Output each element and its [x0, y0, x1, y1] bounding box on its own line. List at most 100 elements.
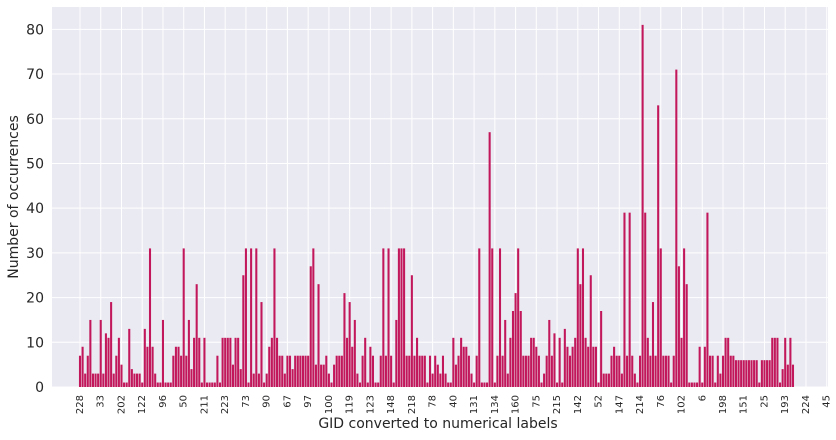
bar: [322, 364, 325, 387]
bar: [366, 382, 369, 387]
bar: [605, 373, 608, 387]
bar: [346, 337, 349, 387]
bar: [112, 373, 115, 387]
x-tick-label: 90: [262, 395, 273, 408]
bar: [755, 360, 758, 387]
bar: [475, 355, 478, 387]
bar: [146, 346, 149, 387]
bar: [133, 373, 136, 387]
bar: [397, 248, 400, 387]
bar: [602, 373, 605, 387]
bar: [441, 355, 445, 387]
bar: [348, 302, 351, 387]
bar: [498, 248, 502, 387]
bar: [644, 212, 647, 387]
bar: [371, 355, 375, 387]
bar: [312, 248, 315, 387]
bar: [384, 355, 387, 387]
bar: [672, 355, 675, 387]
y-tick-labels: 0 10 20 30 40 50 60 70 80: [26, 22, 44, 396]
x-tick-label: 73: [241, 395, 252, 408]
bar: [737, 360, 740, 387]
bar: [410, 275, 413, 387]
bar: [776, 337, 779, 387]
bar: [239, 369, 242, 387]
bar: [156, 382, 159, 387]
x-axis-label: GID converted to numerical labels: [318, 416, 557, 432]
x-tick-labels: 228 33 202 122 96 50 211 223 73 90 67 97 100 119 123 14…: [75, 395, 833, 414]
x-tick-label: 122: [137, 395, 148, 414]
bar: [517, 248, 520, 387]
bar: [633, 373, 636, 387]
bar: [395, 319, 398, 387]
bar: [421, 355, 424, 387]
bar: [563, 328, 566, 387]
bar: [719, 373, 722, 387]
bar: [221, 337, 224, 387]
bar: [203, 337, 206, 387]
bar: [561, 382, 564, 387]
bar: [607, 373, 610, 387]
bar: [102, 373, 105, 387]
bar: [416, 337, 419, 387]
bar: [716, 355, 719, 387]
bar: [193, 337, 196, 387]
bar: [693, 382, 696, 387]
bar: [454, 364, 457, 387]
bar: [428, 355, 432, 387]
bar: [387, 248, 390, 387]
bar: [641, 24, 644, 387]
bar: [154, 373, 157, 387]
bar: [721, 355, 725, 387]
bar: [524, 355, 527, 387]
bar: [358, 382, 362, 387]
bar: [390, 355, 393, 387]
x-tick-label: 147: [614, 395, 625, 414]
bar: [195, 284, 198, 387]
bar: [545, 355, 548, 387]
bar: [180, 355, 183, 387]
bar: [198, 337, 201, 387]
bar: [587, 346, 590, 387]
x-tick-label: 40: [448, 395, 459, 408]
bar: [377, 382, 380, 387]
x-tick-label: 33: [96, 395, 107, 408]
bar: [581, 248, 585, 387]
x-tick-label: 52: [594, 395, 605, 408]
bar: [683, 248, 686, 387]
bar: [753, 360, 756, 387]
bar: [211, 382, 214, 387]
y-tick-label: 80: [26, 22, 44, 38]
bar: [727, 337, 730, 387]
bar: [330, 382, 333, 387]
bar: [78, 355, 82, 387]
x-tick-label: 67: [282, 395, 293, 408]
bar: [781, 369, 784, 387]
bar: [260, 302, 263, 387]
bar: [467, 355, 470, 387]
bar: [291, 369, 294, 387]
bar: [553, 333, 556, 387]
bar: [501, 355, 504, 387]
bar: [91, 373, 94, 387]
bar: [452, 337, 455, 387]
bar: [576, 248, 579, 387]
bar: [84, 373, 87, 387]
bar: [281, 355, 284, 387]
bar: [247, 382, 250, 387]
bar: [488, 132, 491, 387]
bar: [789, 337, 792, 387]
x-tick-label: 97: [303, 395, 314, 408]
bar: [382, 248, 385, 387]
bar: [745, 360, 748, 387]
bar: [226, 337, 229, 387]
bar: [470, 373, 473, 387]
bar: [623, 212, 626, 387]
bar: [353, 319, 356, 387]
bar: [491, 248, 494, 387]
bar: [288, 355, 292, 387]
x-tick-label: 119: [345, 395, 356, 414]
bar: [255, 248, 258, 387]
y-tick-label: 40: [26, 201, 44, 217]
bar: [148, 248, 152, 387]
